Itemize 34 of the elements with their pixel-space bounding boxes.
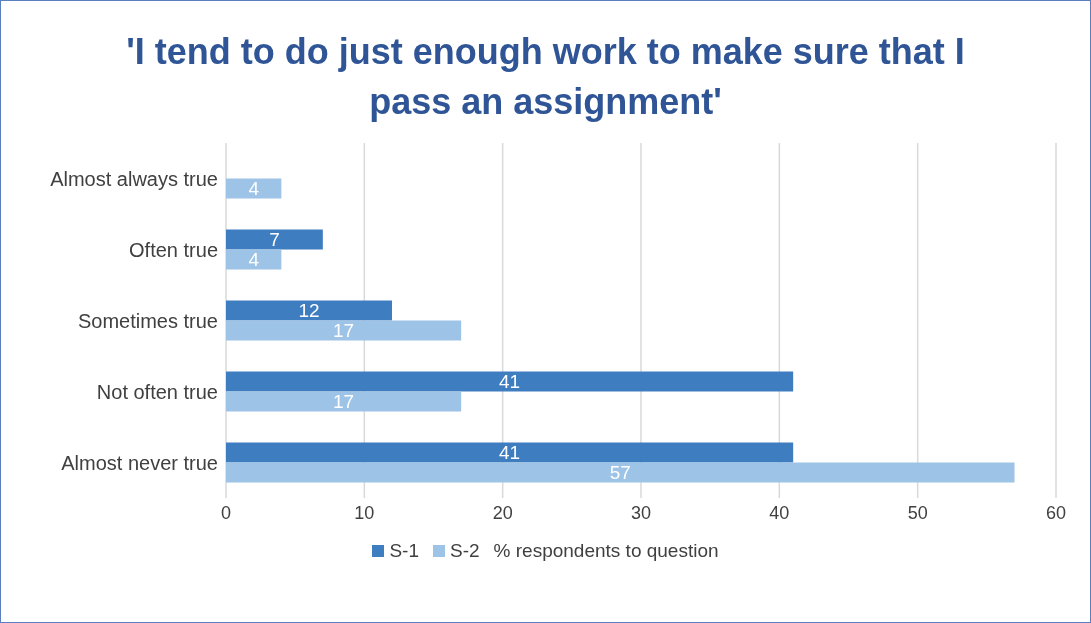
y-tick-label: Not often true [96, 380, 218, 403]
x-tick-label: 30 [630, 502, 652, 523]
x-axis-title: % respondents to question [493, 540, 719, 562]
x-tick-label: 40 [769, 502, 790, 523]
bar [226, 442, 794, 463]
x-tick-label: 60 [1045, 502, 1067, 523]
legend-label: S-2 [450, 540, 480, 562]
x-tick-label: 0 [220, 502, 232, 523]
y-tick-label: Sometimes true [77, 309, 218, 332]
data-label: 12 [298, 300, 320, 322]
bar [226, 178, 282, 199]
y-tick-label: Often true [129, 238, 218, 261]
data-label: 4 [248, 178, 260, 200]
data-label: 41 [499, 442, 521, 464]
bar [226, 249, 282, 270]
data-label: 57 [609, 462, 631, 484]
y-tick-label: Almost never true [61, 451, 218, 474]
bar [226, 229, 323, 250]
data-label: 4 [248, 249, 260, 271]
bar [226, 391, 462, 412]
bar [226, 371, 794, 392]
y-tick-label: Almost always true [50, 167, 218, 190]
bar [226, 300, 392, 321]
x-tick-label: 20 [492, 502, 513, 523]
legend-label: S-1 [389, 540, 419, 562]
bar [226, 462, 1015, 483]
data-label: 7 [269, 229, 280, 251]
chart-title: 'I tend to do just enough work to make sure that I pass an assignment' [125, 30, 966, 124]
data-label: 17 [333, 320, 355, 342]
data-label: 41 [499, 371, 521, 393]
bar [226, 320, 462, 341]
x-tick-label: 10 [354, 502, 375, 523]
data-label: 17 [333, 391, 355, 413]
x-tick-label: 50 [907, 502, 928, 523]
